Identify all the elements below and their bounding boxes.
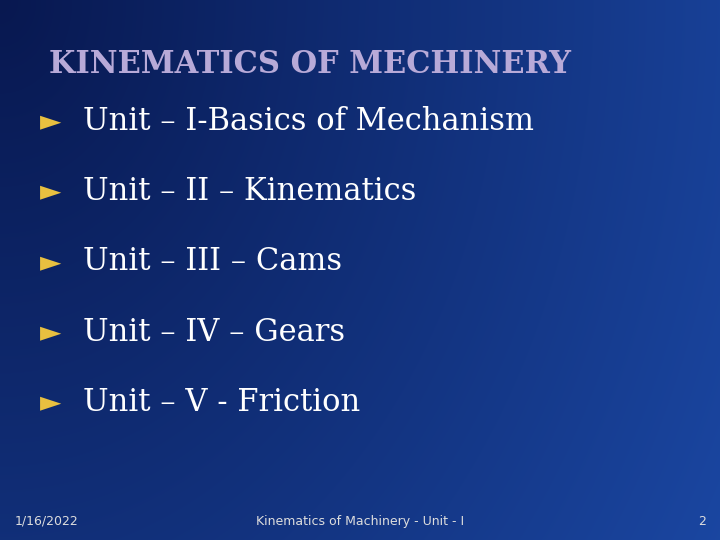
Text: Unit – V - Friction: Unit – V - Friction: [83, 387, 360, 418]
Text: Unit – III – Cams: Unit – III – Cams: [83, 246, 342, 278]
Text: 2: 2: [698, 515, 706, 528]
Text: Unit – I-Basics of Mechanism: Unit – I-Basics of Mechanism: [83, 106, 534, 137]
Text: ►: ►: [40, 107, 61, 136]
Text: ►: ►: [40, 178, 61, 206]
Text: ►: ►: [40, 388, 61, 416]
Text: ►: ►: [40, 318, 61, 346]
Text: Kinematics of Machinery - Unit - I: Kinematics of Machinery - Unit - I: [256, 515, 464, 528]
Text: Unit – II – Kinematics: Unit – II – Kinematics: [83, 176, 416, 207]
Text: 1/16/2022: 1/16/2022: [14, 515, 78, 528]
Text: ►: ►: [40, 248, 61, 276]
Text: KINEMATICS OF MECHINERY: KINEMATICS OF MECHINERY: [49, 49, 571, 79]
Text: Unit – IV – Gears: Unit – IV – Gears: [83, 316, 345, 348]
